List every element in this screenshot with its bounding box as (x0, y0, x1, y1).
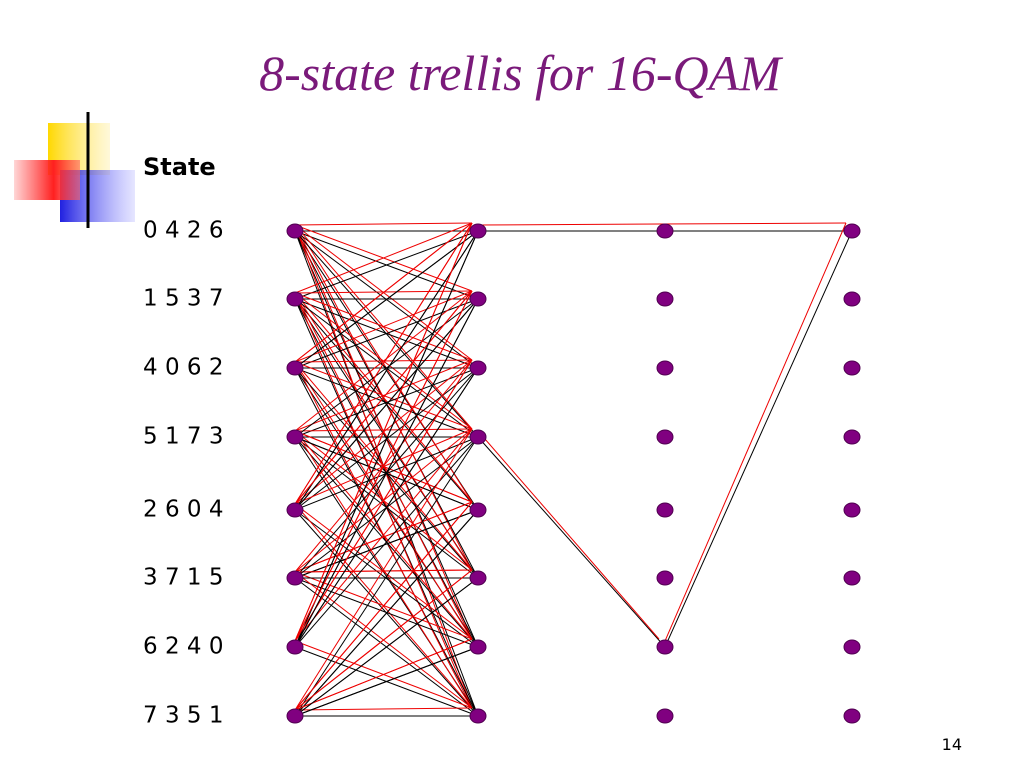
trellis-edges (294, 222, 853, 717)
state-label: 5 1 7 3 (143, 424, 223, 450)
edge (294, 230, 479, 369)
node (843, 570, 861, 586)
edge (664, 230, 853, 648)
node (286, 708, 304, 724)
edge (294, 290, 473, 642)
trellis-nodes (286, 223, 861, 724)
edge (294, 428, 473, 432)
edge (477, 436, 666, 648)
node (656, 570, 674, 586)
node (843, 708, 861, 724)
title: 8-state trellis for 16-QAM (259, 45, 783, 101)
page-number: 14 (942, 735, 962, 754)
node (469, 570, 487, 586)
edge (294, 428, 473, 642)
state-label: 7 3 5 1 (143, 703, 223, 729)
state-label: 2 6 0 4 (143, 497, 223, 523)
node (843, 502, 861, 518)
edge (294, 290, 473, 363)
edge (294, 638, 473, 711)
edge (294, 222, 473, 642)
edge (294, 569, 473, 711)
edge (294, 509, 479, 717)
edge (294, 428, 473, 711)
state-label: 6 2 4 0 (143, 634, 223, 660)
node (469, 291, 487, 307)
edge (294, 359, 473, 432)
node (286, 429, 304, 445)
edge (294, 222, 473, 226)
edge (294, 298, 479, 648)
edge (294, 577, 479, 717)
node (656, 291, 674, 307)
edge (294, 509, 479, 579)
edge (294, 222, 473, 505)
state-label: 1 5 3 7 (143, 286, 223, 312)
edge (664, 222, 847, 642)
edge (294, 298, 479, 438)
header: State (143, 153, 216, 181)
edge (294, 436, 479, 717)
node (656, 639, 674, 655)
node (843, 360, 861, 376)
edge (294, 436, 479, 648)
node (656, 223, 674, 239)
node (286, 502, 304, 518)
node (469, 639, 487, 655)
edge (294, 222, 473, 294)
edge (294, 359, 473, 642)
node (469, 360, 487, 376)
node (843, 223, 861, 239)
edge (294, 707, 473, 711)
node (286, 223, 304, 239)
node (286, 360, 304, 376)
decoration (14, 112, 980, 228)
node (843, 291, 861, 307)
node (286, 570, 304, 586)
node (469, 708, 487, 724)
edge (477, 430, 660, 640)
node (656, 429, 674, 445)
node (286, 291, 304, 307)
state-label: 4 0 6 2 (143, 355, 223, 381)
edge (294, 230, 479, 511)
state-label: 3 7 1 5 (143, 565, 223, 591)
node (843, 639, 861, 655)
node (469, 429, 487, 445)
edge (294, 230, 479, 648)
node (469, 502, 487, 518)
node (469, 223, 487, 239)
edge (294, 222, 473, 363)
edge (294, 298, 479, 511)
node (843, 429, 861, 445)
node (656, 360, 674, 376)
node (286, 639, 304, 655)
edge (294, 290, 473, 505)
edge (294, 646, 479, 717)
state-label: 0 4 2 6 (143, 218, 223, 244)
node (656, 708, 674, 724)
edge (294, 501, 473, 573)
node (656, 502, 674, 518)
edge (294, 367, 479, 648)
edge (294, 501, 473, 711)
edge (294, 290, 473, 432)
